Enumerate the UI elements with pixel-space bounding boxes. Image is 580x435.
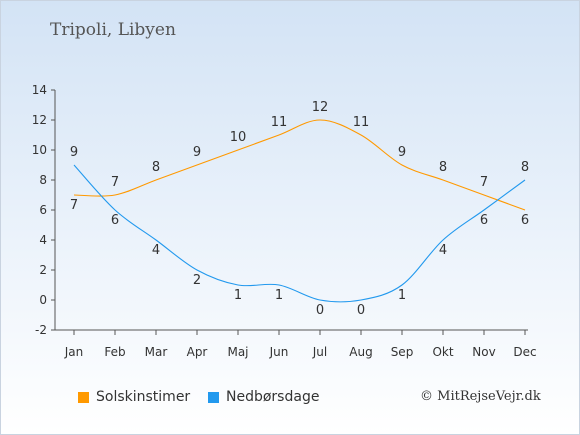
x-tick-label: Maj — [227, 345, 248, 359]
x-tick-label: Apr — [187, 345, 208, 359]
rain-days-value-label: 2 — [193, 273, 201, 288]
x-tick-label: Jul — [312, 345, 327, 359]
sunshine-value-label: 7 — [480, 175, 488, 190]
x-tick-label: Sep — [391, 345, 414, 359]
y-tick-label: 2 — [39, 263, 47, 277]
sunshine-value-label: 10 — [230, 130, 247, 145]
sunshine-value-label: 11 — [271, 115, 288, 130]
rain-days-line — [73, 164, 526, 303]
rain-days-value-label: 0 — [316, 303, 324, 318]
x-tick-label: Jan — [64, 345, 84, 359]
x-tick-label: Dec — [513, 345, 536, 359]
rain-days-value-label: 1 — [398, 288, 406, 303]
legend-rain-days: Nedbørsdage — [208, 389, 319, 405]
rain-days-value-label: 6 — [111, 213, 119, 228]
rain-days-value-label: 8 — [521, 160, 529, 175]
rain-days-value-label: 6 — [480, 213, 488, 228]
x-tick-label: Aug — [349, 345, 372, 359]
rain-days-value-label: 4 — [439, 243, 447, 258]
x-tick-label: Okt — [432, 345, 453, 359]
sunshine-value-label: 12 — [312, 100, 329, 115]
sunshine-value-label: 8 — [439, 160, 447, 175]
y-tick-label: 6 — [39, 203, 47, 217]
sunshine-value-label: 9 — [398, 145, 406, 160]
legend-sunshine: Solskinstimer — [78, 389, 190, 405]
sunshine-swatch — [78, 391, 89, 403]
sunshine-value-label: 6 — [521, 213, 529, 228]
sunshine-value-label: 8 — [152, 160, 160, 175]
rain-days-value-label: 9 — [70, 145, 78, 160]
y-tick-label: 14 — [32, 83, 47, 97]
sunshine-line — [73, 119, 526, 211]
sunshine-value-label: 7 — [70, 198, 78, 213]
legend-sunshine-label: Solskinstimer — [96, 389, 191, 405]
chart-title: Tripoli, Libyen — [50, 20, 176, 40]
rain-days-value-label: 1 — [234, 288, 242, 303]
rain-days-swatch — [208, 391, 219, 403]
y-tick-label: 0 — [39, 293, 47, 307]
rain-days-value-label: 4 — [152, 243, 160, 258]
y-tick-label: 4 — [39, 233, 47, 247]
x-tick-label: Feb — [104, 345, 125, 359]
sunshine-value-label: 7 — [111, 175, 119, 190]
y-tick-label: 10 — [32, 143, 47, 157]
rain-days-value-label: 1 — [275, 288, 283, 303]
y-tick-label: 12 — [32, 113, 47, 127]
x-tick-label: Jun — [269, 345, 289, 359]
legend-rain-days-label: Nedbørsdage — [226, 389, 320, 405]
x-tick-label: Mar — [145, 345, 168, 359]
copyright-text: © MitRejseVejr.dk — [420, 389, 541, 404]
y-tick-label: 8 — [39, 173, 47, 187]
sunshine-value-label: 11 — [353, 115, 370, 130]
rain-days-value-label: 0 — [357, 303, 365, 318]
sunshine-value-label: 9 — [193, 145, 201, 160]
x-tick-label: Nov — [472, 345, 495, 359]
y-tick-label: -2 — [35, 323, 47, 337]
